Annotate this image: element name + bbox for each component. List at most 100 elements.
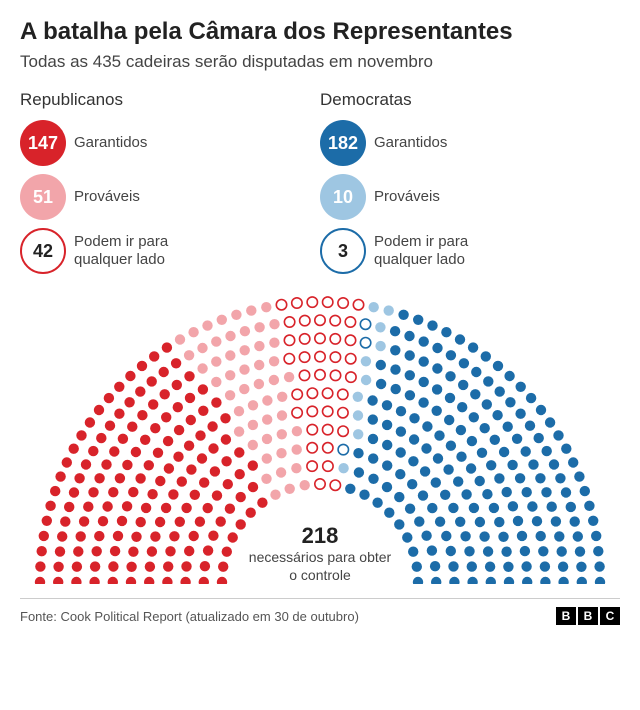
stat-label: Podem ir para qualquer lado xyxy=(74,233,214,269)
seat-dot xyxy=(155,517,165,527)
seat-dot xyxy=(222,547,232,557)
seat-dot xyxy=(315,351,325,361)
seat-dot xyxy=(545,417,555,427)
seat-dot xyxy=(285,484,295,494)
seat-dot xyxy=(218,562,228,572)
seat-dot xyxy=(69,444,79,454)
seat-dot xyxy=(277,410,287,420)
seat-dot xyxy=(39,531,49,541)
seat-dot xyxy=(444,415,454,425)
seat-dot xyxy=(270,490,280,500)
seat-dot xyxy=(456,452,466,462)
seat-dot xyxy=(135,386,145,396)
seat-dot xyxy=(409,413,419,423)
seat-dot xyxy=(469,503,479,513)
seat-dot xyxy=(94,531,104,541)
seat-dot xyxy=(486,577,496,584)
seat-dot xyxy=(254,360,264,370)
seat-dot xyxy=(72,562,82,572)
seat-dot xyxy=(382,460,392,470)
seat-dot xyxy=(493,361,503,371)
seat-dot xyxy=(284,317,294,327)
stat-circle: 10 xyxy=(320,174,366,220)
seat-dot xyxy=(323,406,333,416)
seat-dot xyxy=(588,516,598,526)
seat-dot xyxy=(35,561,45,571)
seat-dot xyxy=(384,305,394,315)
seat-dot xyxy=(125,371,135,381)
seat-dot xyxy=(540,577,550,584)
stat-row: 51Prováveis xyxy=(20,174,320,220)
seat-dot xyxy=(147,546,157,556)
seat-dot xyxy=(277,429,287,439)
seat-dot xyxy=(171,358,181,368)
seat-dot xyxy=(225,504,235,514)
seat-dot xyxy=(467,577,477,584)
seat-dot xyxy=(186,464,196,474)
seat-dot xyxy=(483,546,493,556)
seat-dot xyxy=(200,561,210,571)
seat-dot xyxy=(445,371,455,381)
seat-dot xyxy=(210,466,220,476)
seat-dot xyxy=(114,382,124,392)
seat-dot xyxy=(561,487,571,497)
seat-dot xyxy=(573,531,583,541)
seat-dot xyxy=(405,350,415,360)
seat-dot xyxy=(276,300,286,310)
seat-dot xyxy=(261,474,271,484)
seat-dot xyxy=(127,422,137,432)
seat-dot xyxy=(504,371,514,381)
seat-dot xyxy=(126,562,136,572)
seat-dot xyxy=(522,577,532,584)
seat-dot xyxy=(541,487,551,497)
seat-dot xyxy=(307,461,317,471)
seat-dot xyxy=(432,363,442,373)
seat-dot xyxy=(440,490,450,500)
seat-dot xyxy=(114,409,124,419)
seat-dot xyxy=(558,577,568,584)
seat-dot xyxy=(432,343,442,353)
seat-dot xyxy=(360,319,370,329)
seat-dot xyxy=(79,516,89,526)
stat-row: 42Podem ir para qualquer lado xyxy=(20,228,320,274)
seat-dot xyxy=(236,519,246,529)
seat-dot xyxy=(532,516,542,526)
seat-dot xyxy=(203,545,213,555)
seat-dot xyxy=(475,476,485,486)
seat-dot xyxy=(480,423,490,433)
seat-dot xyxy=(413,315,423,325)
seat-dot xyxy=(517,531,527,541)
seat-dot xyxy=(199,577,209,584)
seat-dot xyxy=(323,443,333,453)
seat-dot xyxy=(262,414,272,424)
seat-dot xyxy=(398,310,408,320)
seat-dot xyxy=(292,444,302,454)
seat-dot xyxy=(427,545,437,555)
seat-dot xyxy=(404,331,414,341)
seat-dot xyxy=(184,441,194,451)
seat-dot xyxy=(225,390,235,400)
seat-dot xyxy=(211,397,221,407)
seat-dot xyxy=(558,562,568,572)
seat-dot xyxy=(225,370,235,380)
seat-dot xyxy=(338,426,348,436)
stat-row: 3Podem ir para qualquer lado xyxy=(320,228,620,274)
seat-dot xyxy=(126,577,136,584)
seat-dot xyxy=(315,370,325,380)
stat-label: Prováveis xyxy=(374,188,440,206)
seat-dot xyxy=(315,333,325,343)
seat-dot xyxy=(495,386,505,396)
seat-dot xyxy=(60,516,70,526)
seat-dot xyxy=(584,501,594,511)
seat-dot xyxy=(197,453,207,463)
seat-dot xyxy=(521,561,531,571)
seat-dot xyxy=(446,350,456,360)
seat-dot xyxy=(225,331,235,341)
seat-dot xyxy=(284,335,294,345)
seat-dot xyxy=(353,410,363,420)
seat-dot xyxy=(184,350,194,360)
stat-circle: 3 xyxy=(320,228,366,274)
seat-dot xyxy=(239,384,249,394)
seat-dot xyxy=(591,531,601,541)
seat-dot xyxy=(144,460,154,470)
